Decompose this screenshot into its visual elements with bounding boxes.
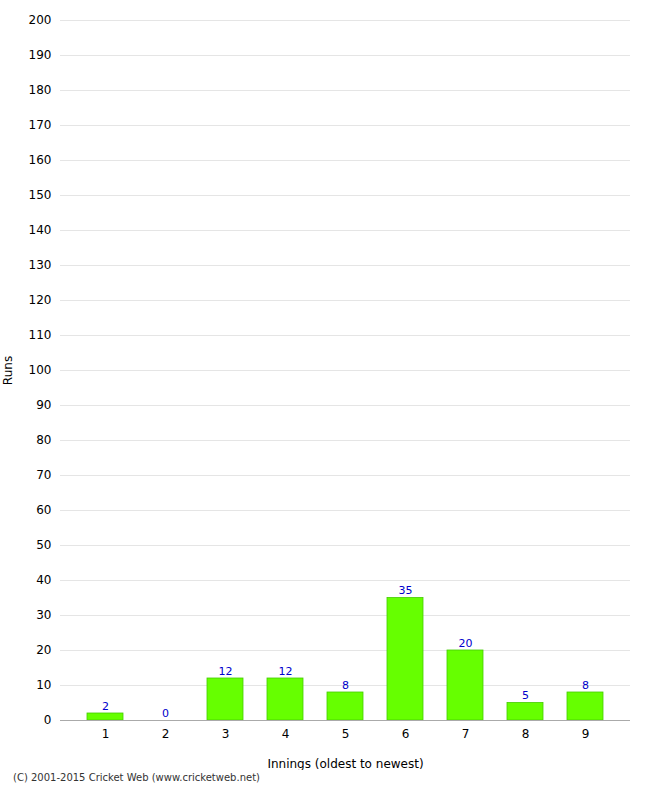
svg-text:20: 20	[459, 637, 473, 650]
svg-text:200: 200	[29, 13, 52, 27]
svg-text:35: 35	[399, 584, 413, 597]
svg-text:80: 80	[36, 433, 51, 447]
svg-text:90: 90	[36, 398, 51, 412]
svg-text:160: 160	[29, 153, 52, 167]
svg-text:20: 20	[36, 643, 51, 657]
svg-text:6: 6	[402, 727, 410, 741]
svg-text:5: 5	[522, 689, 529, 702]
svg-text:130: 130	[29, 258, 52, 272]
svg-text:12: 12	[279, 665, 293, 678]
svg-text:4: 4	[282, 727, 290, 741]
svg-text:Runs: Runs	[1, 356, 15, 385]
svg-text:7: 7	[462, 727, 470, 741]
svg-text:40: 40	[36, 573, 51, 587]
svg-text:50: 50	[36, 538, 51, 552]
svg-text:8: 8	[522, 727, 530, 741]
svg-text:1: 1	[102, 727, 110, 741]
svg-text:2: 2	[162, 727, 170, 741]
svg-text:0: 0	[44, 713, 52, 727]
svg-text:0: 0	[162, 707, 169, 720]
svg-text:190: 190	[29, 48, 52, 62]
svg-text:12: 12	[219, 665, 233, 678]
svg-text:100: 100	[29, 363, 52, 377]
svg-text:70: 70	[36, 468, 51, 482]
svg-text:30: 30	[36, 608, 51, 622]
svg-text:60: 60	[36, 503, 51, 517]
svg-text:3: 3	[222, 727, 230, 741]
svg-text:5: 5	[342, 727, 350, 741]
svg-text:10: 10	[36, 678, 51, 692]
svg-text:170: 170	[29, 118, 52, 132]
svg-text:8: 8	[582, 679, 589, 692]
svg-text:120: 120	[29, 293, 52, 307]
svg-text:110: 110	[29, 328, 52, 342]
svg-text:Innings (oldest to newest): Innings (oldest to newest)	[267, 757, 423, 771]
svg-text:150: 150	[29, 188, 52, 202]
svg-text:8: 8	[342, 679, 349, 692]
svg-text:180: 180	[29, 83, 52, 97]
svg-text:140: 140	[29, 223, 52, 237]
svg-text:2: 2	[102, 700, 109, 713]
svg-text:9: 9	[582, 727, 590, 741]
html-text:(C) 2001-2015 Cricket Web (www: (C) 2001-2015 Cricket Web (www.cricketwe…	[13, 772, 260, 783]
